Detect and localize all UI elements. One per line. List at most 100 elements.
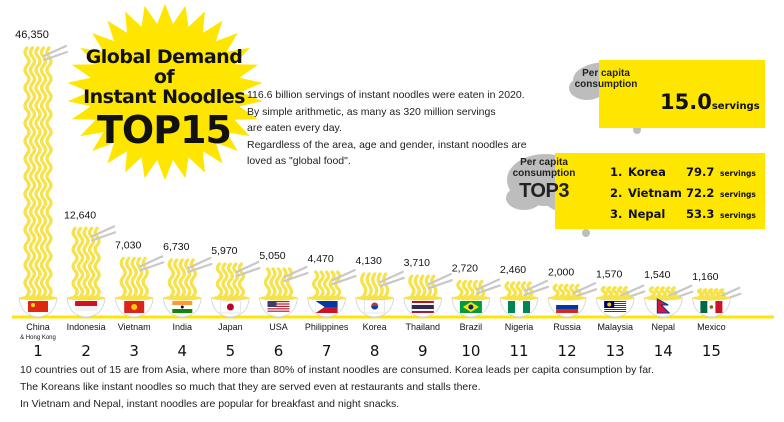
title-line-1: Global Demand of [85, 46, 243, 88]
bowl-icon [66, 295, 106, 318]
value-label: 4,130 [356, 255, 382, 267]
bottom-notes: 10 countries out of 15 are from Asia, wh… [20, 362, 760, 413]
rank-label: 14 [654, 342, 673, 360]
value-label: 2,460 [500, 264, 526, 276]
chopsticks-icon [668, 284, 693, 297]
chopsticks-icon [235, 260, 260, 274]
per-capita-value: 15.0servings [660, 90, 760, 114]
rank-label: 13 [606, 342, 625, 360]
chopsticks-icon [283, 271, 309, 283]
rank-label: 5 [226, 342, 236, 360]
top3-unit: servings [720, 169, 756, 178]
category-label: Brazil [460, 322, 483, 332]
flag-icon [172, 301, 193, 313]
value-label: 1,570 [596, 269, 622, 281]
rank-label: 11 [509, 342, 528, 360]
rank-label: 3 [129, 342, 139, 360]
intro-line: are eaten every day. [247, 122, 342, 134]
top3-value: 72.2 [686, 186, 715, 200]
per-capita-number: 15.0 [660, 90, 712, 114]
chopsticks-icon [235, 266, 261, 278]
chopsticks-icon [90, 231, 117, 242]
noodle-bar [23, 46, 53, 298]
per-capita-label: Per capita consumption [574, 68, 638, 90]
category-label: Nepal [652, 322, 676, 332]
value-label: 1,540 [644, 269, 670, 281]
bowl-icon [307, 295, 347, 318]
top3-unit: servings [720, 211, 756, 220]
chopsticks-icon [283, 265, 308, 279]
flag-icon [364, 299, 385, 314]
top3-country: Korea [628, 165, 666, 179]
category-sublabel: & Hong Kong [20, 335, 56, 341]
rank-label: 1 [33, 342, 43, 360]
category-label: Nigeria [505, 322, 534, 332]
top3-label-small: Per capita consumption [512, 157, 576, 179]
flag-icon [124, 301, 145, 313]
title-sunburst [67, 3, 263, 181]
top3-label: Per capita consumption TOP3 [512, 157, 576, 201]
top3-rank: 3. [610, 207, 623, 221]
category-label: Japan [218, 322, 243, 332]
bowl-icon [499, 295, 539, 318]
category-label: China [26, 322, 50, 332]
chopsticks-icon [90, 225, 116, 238]
value-label: 6,730 [163, 241, 189, 253]
rank-label: 4 [178, 342, 188, 360]
top3-value: 79.7 [686, 165, 715, 179]
noodle-bar [648, 286, 678, 298]
category-label: Malaysia [597, 322, 633, 332]
top3-row: 3. Nepal 53.3 servings [610, 207, 760, 221]
noodle-bar [408, 274, 438, 298]
rank-label: 7 [322, 342, 332, 360]
chopsticks-icon [187, 256, 212, 270]
category-label: Vietnam [118, 322, 151, 332]
title-line-3: TOP15 [97, 107, 232, 152]
value-label: 46,350 [15, 29, 49, 41]
note-line: In Vietnam and Nepal, instant noodles ar… [20, 398, 400, 410]
category-label: Thailand [406, 322, 441, 332]
top3-row: 2. Vietnam 72.2 servings [610, 186, 760, 200]
chopsticks-icon [427, 273, 452, 286]
chopsticks-icon [331, 268, 356, 282]
category-label: Indonesia [67, 322, 106, 332]
top3-rank: 2. [610, 186, 623, 200]
top3-row: 1. Korea 79.7 servings [610, 165, 760, 179]
category-label: Russia [553, 322, 581, 332]
chopsticks-icon [379, 270, 404, 284]
chopsticks-icon [187, 262, 213, 274]
rank-label: 6 [274, 342, 284, 360]
chopsticks-icon [42, 50, 69, 62]
intro-text: 116.6 billion servings of instant noodle… [247, 87, 547, 170]
chopsticks-icon [620, 284, 645, 297]
value-label: 7,030 [115, 239, 141, 251]
category-label: India [173, 322, 193, 332]
flag-icon [315, 301, 338, 313]
flag-icon [700, 301, 723, 313]
rank-label: 9 [418, 342, 428, 360]
top3-label-big: TOP3 [519, 180, 569, 202]
intro-line: Regardless of the area, age and gender, … [247, 138, 527, 151]
flag-icon [28, 301, 48, 312]
category-label: Philippines [305, 322, 349, 332]
chart-title: Global Demand of Instant Noodles TOP15 [74, 46, 254, 152]
value-label: 3,710 [404, 257, 430, 269]
bowl-icon [162, 295, 202, 318]
rank-label: 12 [558, 342, 577, 360]
chopsticks-icon [139, 255, 164, 268]
top3-country: Vietnam [628, 186, 682, 200]
chopsticks-icon [331, 274, 357, 286]
value-label: 5,970 [211, 245, 237, 257]
bowl-icon [403, 295, 443, 318]
value-label: 12,640 [64, 209, 96, 221]
bowl-icon [259, 295, 298, 318]
rank-label: 15 [702, 342, 721, 360]
chopsticks-icon [379, 276, 405, 288]
bowl-icon [595, 295, 635, 318]
bowl-icon [355, 295, 395, 318]
category-label: Korea [363, 322, 387, 332]
flag-icon [604, 301, 627, 312]
bowl-icon [210, 295, 250, 318]
chopsticks-icon [42, 44, 68, 58]
title-line-2: Instant Noodles [83, 85, 245, 108]
